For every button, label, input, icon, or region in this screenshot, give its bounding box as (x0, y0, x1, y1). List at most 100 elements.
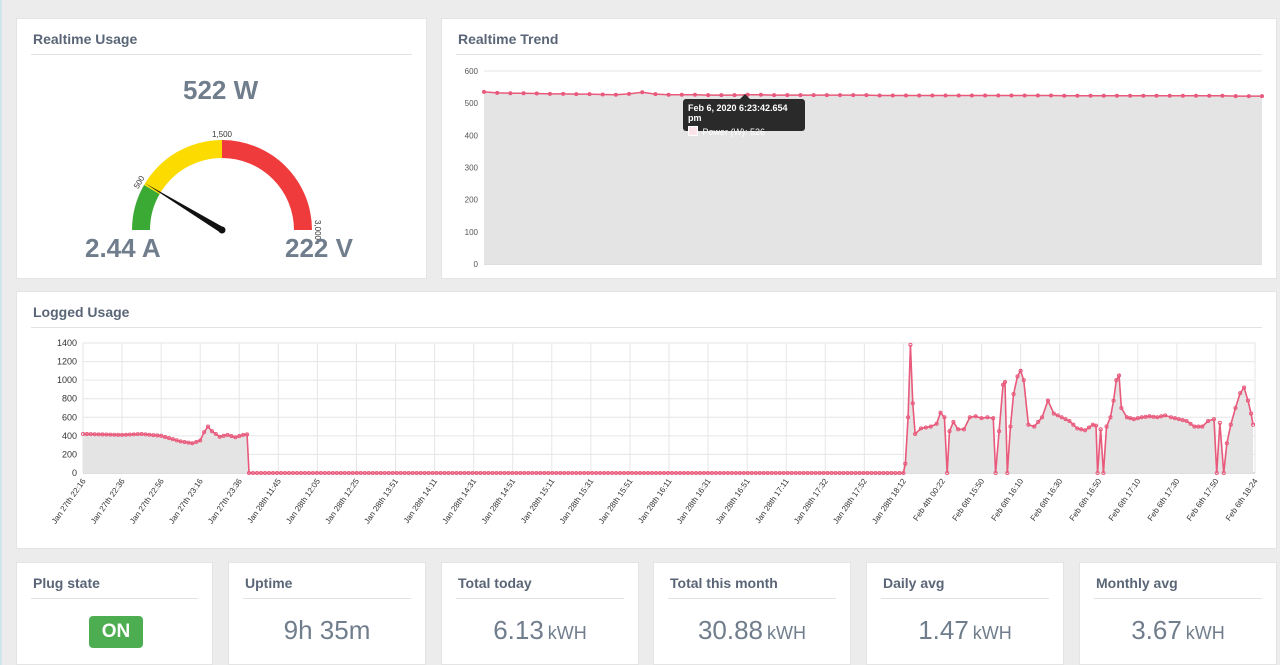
data-point (1040, 415, 1045, 420)
data-point (813, 470, 818, 476)
data-point (502, 470, 507, 476)
data-point (1022, 93, 1027, 98)
data-point (1095, 470, 1100, 476)
data-point (661, 470, 667, 476)
data-point (983, 93, 988, 98)
data-point (641, 470, 647, 476)
data-point (913, 431, 918, 437)
data-point (885, 470, 890, 476)
data-point (1194, 93, 1199, 98)
data-point (938, 410, 943, 415)
plug-state-toggle[interactable]: ON (89, 616, 143, 648)
data-point (809, 470, 814, 476)
data-point (550, 470, 555, 476)
x-tick-label: Jan 28th 15:51 (597, 477, 635, 526)
panel-divider (243, 598, 411, 599)
data-point (294, 470, 299, 476)
monthly-avg-unit: kWH (1185, 623, 1225, 643)
data-point (903, 461, 908, 466)
data-point (653, 92, 658, 97)
x-tick-label: Jan 28th 15:31 (558, 477, 596, 526)
data-point (454, 470, 459, 476)
data-point (689, 470, 694, 476)
data-point (653, 470, 659, 476)
realtime-trend-chart[interactable]: 0 100 200 300 400 500 600 (442, 59, 1278, 279)
data-point (406, 470, 411, 476)
data-point (1176, 417, 1181, 422)
tooltip-row: Power (W): 526 (688, 126, 800, 137)
data-point (182, 439, 187, 445)
data-point (1079, 427, 1084, 432)
data-point (521, 91, 526, 96)
data-point (640, 90, 645, 95)
data-point (508, 91, 513, 96)
data-point (717, 470, 722, 476)
data-point (997, 429, 1002, 434)
data-point (1217, 420, 1222, 425)
daily-avg-card: Daily avg 1.47 kWH (866, 562, 1064, 665)
data-point (116, 432, 121, 437)
uptime-value-text: 9h 35m (283, 615, 371, 645)
data-point (996, 93, 1001, 98)
data-point (666, 92, 671, 97)
data-point (889, 470, 894, 476)
data-point (318, 470, 323, 476)
data-point (586, 470, 591, 476)
data-point (123, 432, 129, 437)
y-tick-label: 600 (465, 67, 479, 76)
data-point (205, 424, 211, 429)
data-point (298, 470, 303, 476)
y-tick-label: 100 (465, 228, 479, 237)
x-tick-label: Jan 28th 16:11 (636, 477, 674, 525)
panel-divider (31, 598, 198, 599)
data-point (542, 470, 547, 476)
y-tick-label: 400 (62, 431, 77, 441)
data-point (626, 470, 631, 476)
data-point (1067, 418, 1072, 424)
data-point (486, 470, 491, 476)
area-fill (83, 344, 1254, 473)
data-point (458, 470, 463, 476)
data-point (1075, 93, 1080, 98)
data-point (330, 470, 335, 476)
data-point (270, 470, 276, 476)
data-point (322, 470, 327, 476)
data-point (1104, 424, 1109, 429)
data-point (547, 91, 552, 96)
data-point (258, 470, 264, 476)
data-point (749, 470, 754, 476)
data-point (354, 470, 359, 476)
data-point (229, 434, 234, 439)
data-point (1021, 378, 1026, 383)
data-point (561, 91, 566, 96)
data-point (1155, 415, 1160, 420)
data-point (985, 415, 990, 420)
data-point (993, 470, 998, 476)
data-point (147, 432, 152, 437)
data-point (1083, 428, 1088, 433)
total-month-title: Total this month (670, 575, 778, 591)
data-point (378, 470, 383, 476)
data-point (221, 433, 226, 438)
data-point (155, 433, 160, 438)
y-tick-label: 0 (474, 260, 479, 269)
data-point (414, 470, 419, 476)
data-point (1005, 470, 1010, 476)
daily-avg-value: 1.47 kWH (867, 615, 1063, 646)
data-point (908, 342, 913, 347)
data-point (1035, 93, 1040, 98)
data-point (582, 470, 587, 476)
data-point (1128, 93, 1133, 98)
data-point (1200, 424, 1205, 429)
realtime-trend-title: Realtime Trend (458, 31, 559, 47)
plug-state-title: Plug state (33, 575, 100, 591)
panel-divider (668, 598, 836, 599)
total-today-title: Total today (458, 575, 532, 591)
data-point (398, 470, 403, 476)
y-tick-label: 300 (465, 164, 479, 173)
data-point (386, 470, 391, 476)
data-point (645, 470, 651, 476)
data-point (934, 421, 939, 426)
monthly-avg-title: Monthly avg (1096, 575, 1178, 591)
